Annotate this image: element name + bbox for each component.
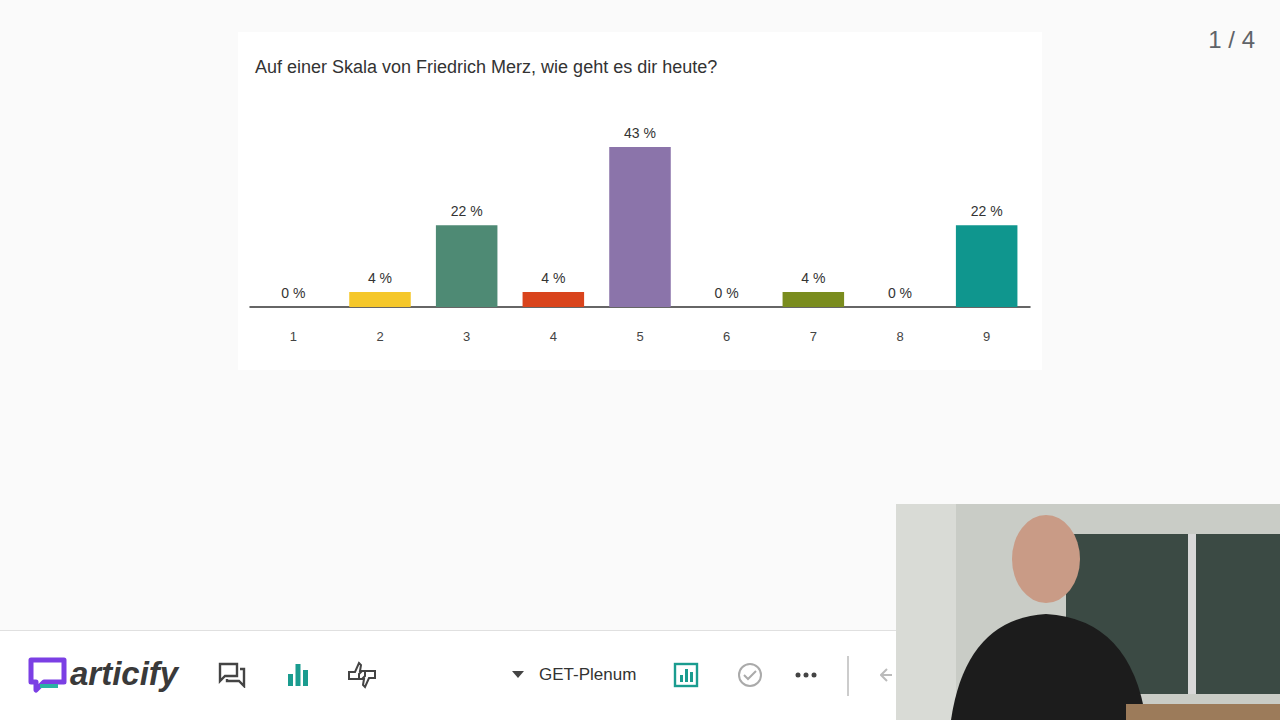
svg-text:22 %: 22 % (451, 203, 483, 219)
svg-text:4 %: 4 % (801, 270, 825, 286)
svg-text:6: 6 (723, 329, 730, 344)
svg-text:7: 7 (810, 329, 817, 344)
svg-text:0 %: 0 % (888, 285, 912, 301)
svg-text:43 %: 43 % (624, 125, 656, 141)
svg-text:9: 9 (983, 329, 990, 344)
html-text:GET-Plenum: GET-Plenum (539, 665, 637, 684)
svg-text:Auf einer Skala von Friedrich: Auf einer Skala von Friedrich Merz, wie … (255, 57, 717, 77)
svg-text:4 %: 4 % (541, 270, 565, 286)
svg-text:0 %: 0 % (715, 285, 739, 301)
svg-text:2: 2 (376, 329, 383, 344)
svg-text:8: 8 (896, 329, 903, 344)
svg-text:1: 1 (290, 329, 297, 344)
svg-text:0 %: 0 % (281, 285, 305, 301)
svg-text:22 %: 22 % (971, 203, 1003, 219)
svg-text:4 %: 4 % (368, 270, 392, 286)
svg-text:4: 4 (550, 329, 557, 344)
html-text:articify: articify (70, 655, 179, 692)
svg-text:5: 5 (636, 329, 643, 344)
html-text:1 / 4: 1 / 4 (1208, 26, 1255, 53)
svg-text:3: 3 (463, 329, 470, 344)
